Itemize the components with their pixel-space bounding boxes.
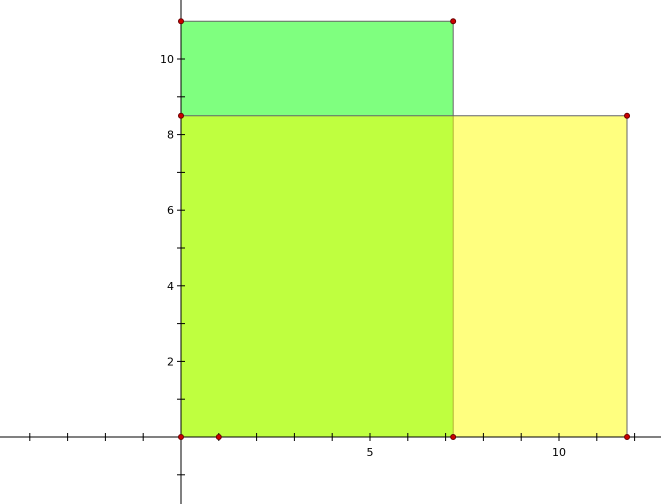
point[interactable] <box>450 18 457 25</box>
point[interactable] <box>178 434 184 440</box>
y-tick-label: 8 <box>167 129 174 142</box>
x-tick-label: 5 <box>367 446 374 459</box>
polygons-layer <box>180 20 628 438</box>
y-tick-label: 10 <box>160 53 174 66</box>
ticks-layer <box>29 58 636 476</box>
x-tick-label: 10 <box>552 446 566 459</box>
point[interactable] <box>215 434 222 440</box>
y-tick-label: 4 <box>167 280 174 293</box>
point[interactable] <box>624 112 631 119</box>
y-tick-label: 6 <box>167 204 174 217</box>
point[interactable] <box>450 434 457 440</box>
points-layer <box>178 18 631 440</box>
point[interactable] <box>178 112 184 119</box>
y-tick-label: 2 <box>167 355 174 368</box>
yellow-rectangle[interactable] <box>180 115 628 438</box>
point[interactable] <box>624 434 631 440</box>
point[interactable] <box>178 18 184 25</box>
labels-layer: 5 10 2 4 6 8 10 <box>160 53 566 459</box>
